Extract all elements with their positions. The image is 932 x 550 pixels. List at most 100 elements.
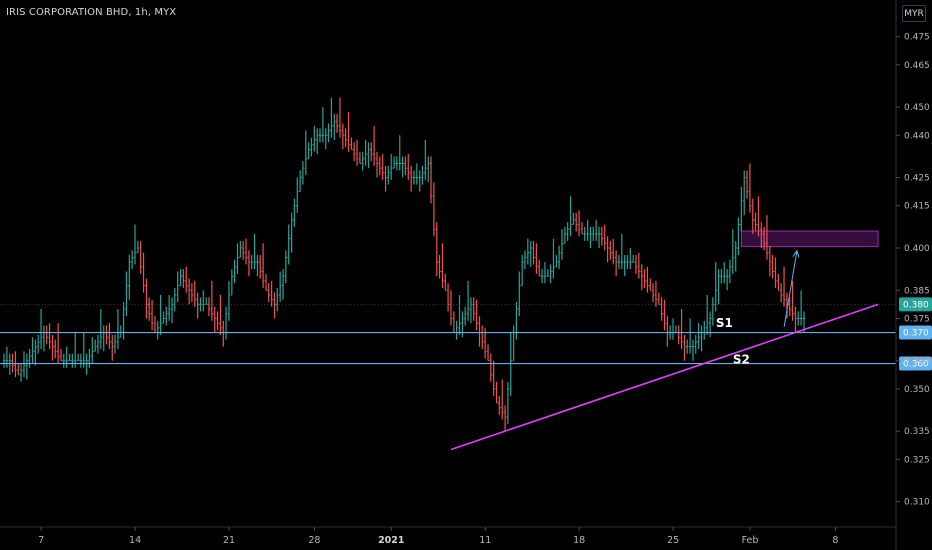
ohlc-bar	[335, 97, 345, 150]
ohlc-bar	[250, 233, 259, 277]
ohlc-bar	[310, 125, 319, 157]
ohlc-bar	[71, 332, 80, 368]
ohlc-bar	[327, 97, 336, 143]
resistance-zone-box	[740, 230, 879, 248]
projection-arrow[interactable]	[783, 249, 800, 327]
ohlc-bar	[19, 351, 29, 382]
ohlc-bar	[301, 130, 310, 185]
resistance-zone	[740, 230, 879, 248]
y-tick-label: 0.450	[904, 103, 930, 113]
ohlc-bar	[523, 238, 532, 270]
arrow-shaft	[783, 250, 798, 327]
ohlc-bar	[549, 238, 558, 284]
ohlc-bar	[540, 262, 550, 284]
x-tick-label: 21	[223, 535, 235, 546]
ohlc-bar	[404, 154, 413, 192]
ohlc-bars	[2, 97, 806, 432]
support-trendline	[450, 303, 879, 451]
y-tick-label: 0.400	[904, 244, 930, 254]
ohlc-bar	[609, 238, 618, 277]
horizontal-levels[interactable]: 0.380 0.370 0.360	[0, 297, 932, 371]
annotation-s1: S1	[716, 316, 733, 330]
ohlc-bar	[557, 226, 567, 270]
ohlc-bar	[11, 351, 20, 378]
ohlc-bar	[36, 309, 46, 354]
ohlc-bar	[626, 248, 635, 270]
ohlc-bar	[224, 269, 234, 340]
trendline[interactable]	[450, 303, 879, 451]
ohlc-bar	[241, 238, 251, 277]
ohlc-bar	[267, 280, 276, 319]
y-tick-label: 0.475	[904, 33, 930, 43]
ohlc-bar	[139, 240, 148, 319]
ohlc-bar	[463, 280, 473, 326]
ohlc-bar	[711, 262, 720, 326]
ohlc-bar	[122, 255, 131, 340]
ohlc-bar	[88, 337, 97, 368]
ohlc-bar	[276, 269, 285, 312]
ohlc-bar	[592, 219, 601, 248]
ohlc-bar	[318, 107, 327, 150]
ohlc-bar	[472, 297, 481, 347]
ohlc-bar	[370, 125, 379, 178]
x-tick-label: 11	[479, 535, 491, 546]
ohlc-bar	[745, 163, 754, 234]
ohlc-bar	[344, 111, 353, 152]
ohlc-bar	[677, 309, 686, 361]
ohlc-bar	[660, 297, 669, 347]
ohlc-bar	[190, 280, 199, 319]
ohlc-bar	[165, 294, 174, 326]
ohlc-bar	[54, 323, 63, 364]
ohlc-bar	[754, 196, 763, 248]
level-badge-label: 0.370	[903, 329, 929, 339]
x-tick-label: Feb	[742, 535, 759, 546]
ohlc-bar	[720, 262, 729, 291]
ohlc-bar	[216, 294, 225, 347]
ohlc-bar	[207, 280, 216, 333]
arrow-head	[792, 249, 800, 258]
ohlc-bar	[583, 219, 592, 248]
ohlc-bar	[788, 280, 797, 333]
ohlc-bar	[28, 337, 37, 368]
ohlc-bar	[113, 309, 123, 354]
ohlc-bar	[506, 325, 515, 425]
x-tick-label: 28	[308, 535, 320, 546]
ohlc-bar	[446, 283, 456, 334]
level-badge-label: 0.360	[903, 360, 929, 370]
ohlc-bar	[156, 294, 165, 340]
annotation-s2: S2	[733, 353, 750, 367]
ohlc-bar	[489, 353, 498, 404]
ohlc-bar	[481, 325, 490, 362]
x-tick-label: 18	[573, 535, 585, 546]
y-tick-label: 0.465	[904, 61, 930, 71]
ohlc-bar	[421, 139, 430, 185]
level-badge-current	[899, 297, 932, 312]
x-tick-label: 14	[129, 535, 141, 546]
ohlc-bar	[2, 346, 11, 375]
y-tick-label: 0.350	[904, 385, 930, 395]
currency-button[interactable]: MYR	[902, 5, 926, 22]
ohlc-bar	[284, 212, 293, 284]
level-badge-s2	[899, 356, 932, 371]
ohlc-bar	[762, 215, 772, 277]
y-tick-label: 0.440	[904, 131, 930, 141]
y-tick-label: 0.310	[904, 498, 930, 508]
annotations: S1 S2	[716, 316, 750, 367]
chart-title: IRIS CORPORATION BHD, 1h, MYX	[6, 7, 177, 18]
ohlc-bar	[96, 309, 105, 354]
level-badge-label: 0.380	[903, 300, 929, 310]
ohlc-bar	[498, 379, 507, 432]
ohlc-bar	[395, 135, 404, 178]
ohlc-bar	[352, 139, 362, 166]
ohlc-bar	[617, 233, 626, 277]
y-tick-label: 0.360	[904, 357, 930, 367]
ohlc-bar	[515, 255, 524, 340]
ohlc-bar	[668, 318, 678, 340]
y-tick-label: 0.385	[904, 286, 930, 296]
ohlc-bar	[387, 154, 396, 185]
ohlc-bar	[566, 196, 575, 241]
level-badge-s1	[899, 325, 932, 340]
ohlc-bar	[199, 290, 208, 312]
ohlc-bar	[771, 255, 780, 291]
